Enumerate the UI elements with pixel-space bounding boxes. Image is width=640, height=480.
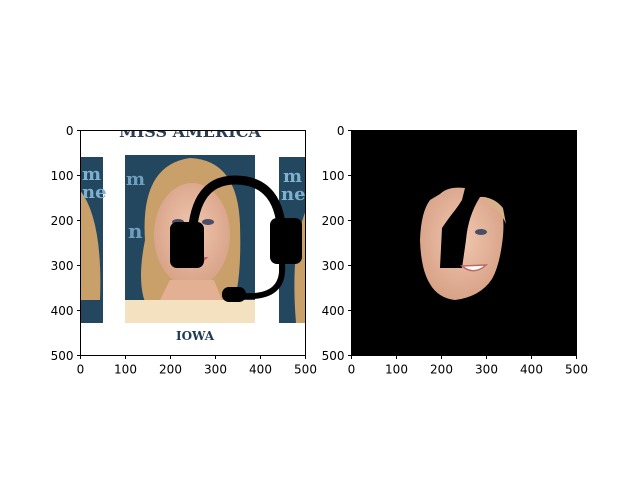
left-ytick-label: 500 bbox=[51, 349, 74, 363]
right-ytick-label: 100 bbox=[322, 169, 345, 183]
left-xtick-label: 400 bbox=[249, 363, 272, 377]
right-xtick-label: 400 bbox=[520, 363, 543, 377]
left-xtick-label: 200 bbox=[159, 363, 182, 377]
right-xtick-label: 0 bbox=[348, 363, 356, 377]
left-ytick-label: 400 bbox=[51, 304, 74, 318]
logo-letter-3: m bbox=[126, 169, 145, 190]
logo-letter-5: m bbox=[283, 166, 302, 187]
right-axes-frame bbox=[351, 130, 577, 356]
right-ytick-label: 500 bbox=[322, 349, 345, 363]
left-ytick-label: 0 bbox=[66, 124, 74, 138]
left-xtick-label: 500 bbox=[294, 363, 317, 377]
left-ytick-label: 100 bbox=[51, 169, 74, 183]
right-xtick-label: 300 bbox=[475, 363, 498, 377]
right-ytick-label: 400 bbox=[322, 304, 345, 318]
logo-letter-4: n bbox=[128, 219, 143, 243]
right-xtick-label: 100 bbox=[385, 363, 408, 377]
logo-letter-1: m bbox=[82, 164, 101, 185]
logo-letter-6: ne bbox=[281, 184, 306, 205]
right-xtick-label: 500 bbox=[565, 363, 588, 377]
logo-letter-2: ne bbox=[82, 182, 107, 203]
right-ytick-label: 200 bbox=[322, 214, 345, 228]
face-mask bbox=[420, 187, 504, 300]
left-image: MISS AMERICA m ne m n m ne IOWA bbox=[80, 122, 306, 356]
left-xtick-label: 0 bbox=[77, 363, 85, 377]
left-xtick-label: 100 bbox=[114, 363, 137, 377]
right-ytick-label: 300 bbox=[322, 259, 345, 273]
left-axes-frame bbox=[80, 130, 306, 356]
banner-text: MISS AMERICA bbox=[119, 122, 261, 141]
left-xtick-label: 300 bbox=[204, 363, 227, 377]
right-image bbox=[351, 130, 577, 356]
left-ytick-label: 200 bbox=[51, 214, 74, 228]
right-xtick-label: 200 bbox=[430, 363, 453, 377]
left-ytick-label: 300 bbox=[51, 259, 74, 273]
right-ytick-label: 0 bbox=[337, 124, 345, 138]
headset-icon bbox=[170, 175, 302, 302]
sash-text: IOWA bbox=[176, 329, 215, 343]
